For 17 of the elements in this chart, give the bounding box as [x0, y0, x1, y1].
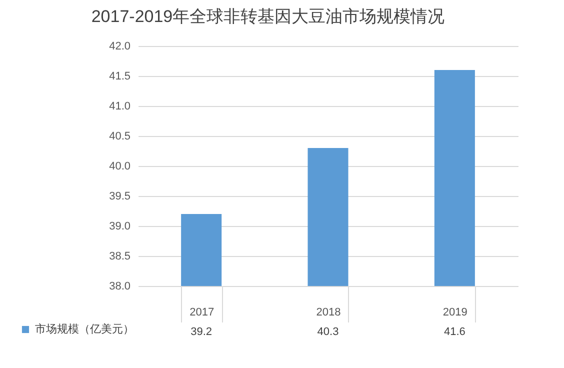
y-tick-label: 38.5 [109, 250, 130, 262]
x-tick-label: 2019 [442, 306, 468, 318]
data-label: 41.6 [444, 326, 466, 338]
y-tick-label: 42.0 [109, 40, 130, 52]
y-tick-label: 38.0 [109, 280, 130, 292]
data-label: 40.3 [317, 326, 339, 338]
chart-title: 2017-2019年全球非转基因大豆油市场规模情况 [91, 7, 445, 26]
y-tick-label: 40.5 [109, 130, 130, 142]
data-label: 39.2 [190, 326, 212, 338]
y-tick-label: 41.0 [109, 100, 130, 112]
y-tick-label: 41.5 [109, 70, 130, 82]
y-tick-label: 40.0 [109, 160, 130, 172]
x-tick-label: 2017 [190, 306, 214, 318]
legend-label: 市场规模（亿美元） [35, 322, 134, 336]
x-tick-label: 2018 [316, 306, 341, 318]
y-tick-label: 39.0 [109, 220, 130, 232]
y-tick-label: 39.5 [109, 190, 130, 202]
